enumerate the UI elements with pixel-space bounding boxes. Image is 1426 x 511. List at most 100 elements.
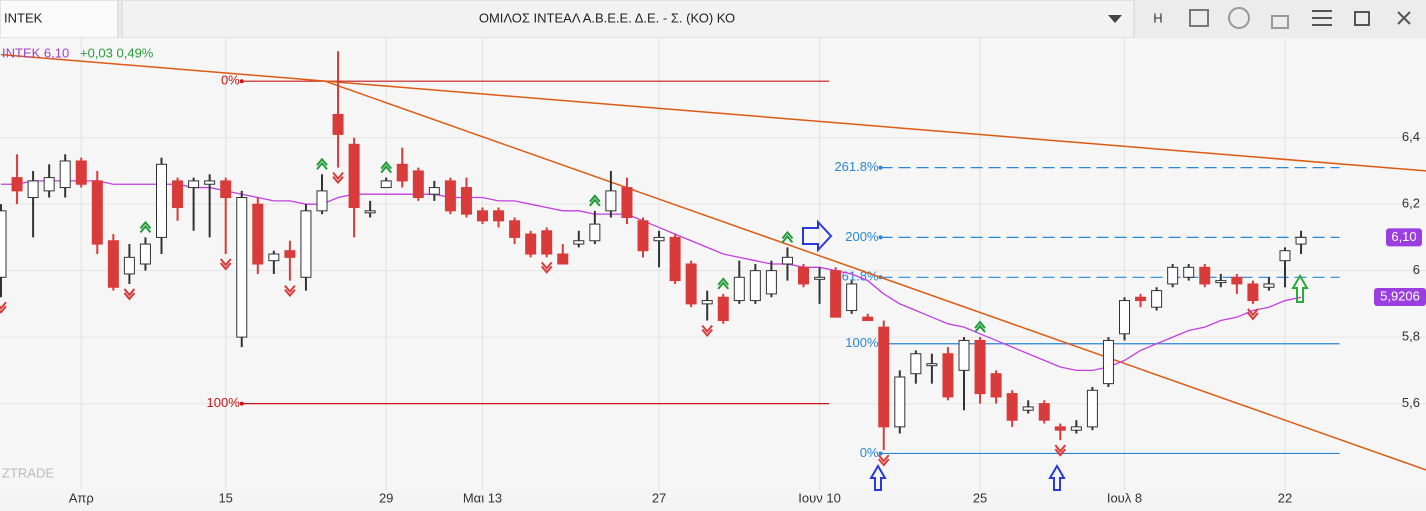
candle-body [43, 177, 55, 192]
fib-label: 200% [845, 229, 879, 244]
candle-body [1167, 266, 1179, 285]
candle-body [733, 276, 745, 302]
restore-icon[interactable] [1354, 11, 1370, 26]
candle-body [1086, 389, 1098, 428]
candle-body [428, 187, 440, 195]
candle-body [958, 339, 970, 371]
candle-body [637, 220, 649, 252]
candle-body [316, 190, 328, 212]
candle-body [525, 233, 537, 255]
candle-body [1135, 296, 1147, 302]
candle-body [59, 160, 71, 189]
candle-body [268, 253, 280, 262]
price-label: 6,10 [1391, 229, 1416, 244]
sell-signal [0, 301, 7, 314]
candle-body [1199, 266, 1211, 285]
quote-icon[interactable] [1228, 7, 1250, 29]
y-tick-label: 6,4 [1402, 129, 1420, 144]
candle-body [878, 326, 890, 428]
x-tick-label: 15 [218, 490, 232, 505]
fib-anchor [878, 165, 883, 170]
candle-body [252, 203, 264, 265]
candle-body [1295, 236, 1307, 245]
sell-signal [332, 171, 344, 185]
menu-button[interactable]: H [1153, 10, 1162, 25]
fib-anchor [878, 451, 883, 456]
x-tick-label: 29 [379, 490, 393, 505]
candle-body [541, 230, 553, 255]
candle-body [1231, 276, 1243, 285]
candle-body [348, 143, 360, 208]
candle-body [1022, 406, 1034, 411]
candle-body [1054, 426, 1066, 431]
sell-signal [219, 258, 232, 271]
candle-body [942, 353, 954, 398]
candle-body [830, 270, 842, 318]
candle-body [396, 163, 408, 182]
candle-body [926, 363, 938, 367]
candle-body [894, 376, 906, 428]
symbol-selector[interactable] [121, 0, 1135, 39]
candle-body [27, 180, 39, 199]
candle-body [1183, 266, 1195, 278]
pointer-arrow [1048, 464, 1066, 491]
candle-body [669, 236, 681, 282]
candle-body [1263, 283, 1275, 288]
candle-body [156, 163, 167, 238]
candle-body [685, 263, 697, 305]
fib-label: 100% [207, 395, 241, 410]
candle-body [11, 177, 23, 192]
candle-body [1247, 283, 1259, 302]
x-tick-label: Ιουν 10 [798, 490, 841, 505]
candle-body [204, 180, 216, 185]
candle-body [460, 187, 472, 215]
candle-body [589, 223, 601, 242]
candle-body [1119, 300, 1130, 335]
fib-anchor [239, 79, 244, 84]
candle-body [701, 300, 713, 305]
candle-body [188, 180, 200, 189]
candle-body [653, 236, 665, 242]
candle-body [862, 316, 874, 322]
pointer-arrow [1291, 274, 1309, 303]
candle-body [91, 180, 103, 245]
candle-body [493, 210, 505, 222]
tab-label: INTEK [4, 10, 43, 25]
quote-change: +0,03 0,49% [80, 45, 154, 60]
dropdown-arrow[interactable] [1108, 15, 1122, 23]
x-tick-label: 25 [973, 490, 987, 505]
candle-body [236, 197, 248, 338]
sell-signal [1054, 444, 1067, 457]
tab[interactable] [0, 0, 119, 39]
buy-signal [139, 220, 152, 234]
candle-body [1151, 290, 1163, 308]
candle-body [765, 270, 777, 295]
candle-body [573, 240, 585, 245]
candle-body [814, 276, 826, 280]
price-label: 5,9206 [1380, 288, 1420, 303]
candle-body [1006, 393, 1018, 421]
menu-icon[interactable] [1312, 10, 1332, 26]
candle-body [749, 270, 761, 302]
fib-anchor [878, 235, 883, 240]
fib-label: 100% [845, 335, 879, 350]
plot: 5,6 5,8 6 6,2 6,4 Απρ 15 29 Μαι 13 27 Ιουν 10 25 Ιου… [0, 38, 1426, 505]
buy-signal [380, 161, 392, 174]
candle-body [75, 160, 87, 185]
panel-icon[interactable] [1189, 9, 1209, 27]
candle-body [557, 253, 569, 265]
buy-signal [316, 157, 328, 170]
buy-signal [589, 194, 601, 207]
candle-body [123, 256, 135, 275]
lock-icon[interactable] [1271, 15, 1289, 29]
x-tick-label: Ιουλ 8 [1107, 490, 1142, 505]
fib-anchor [239, 401, 244, 406]
y-tick-label: 5,6 [1402, 395, 1420, 410]
candle-body [332, 113, 344, 135]
candle-body [974, 339, 986, 395]
close-icon[interactable] [1397, 11, 1411, 25]
sell-signal [123, 288, 136, 301]
candle-body [621, 187, 633, 218]
symbol-title: ΟΜΙΛΟΣ ΙΝΤΕΑΛ Α.Β.Ε.Ε. Δ.Ε. - Σ. (ΚΟ) ΚΟ [479, 10, 735, 25]
